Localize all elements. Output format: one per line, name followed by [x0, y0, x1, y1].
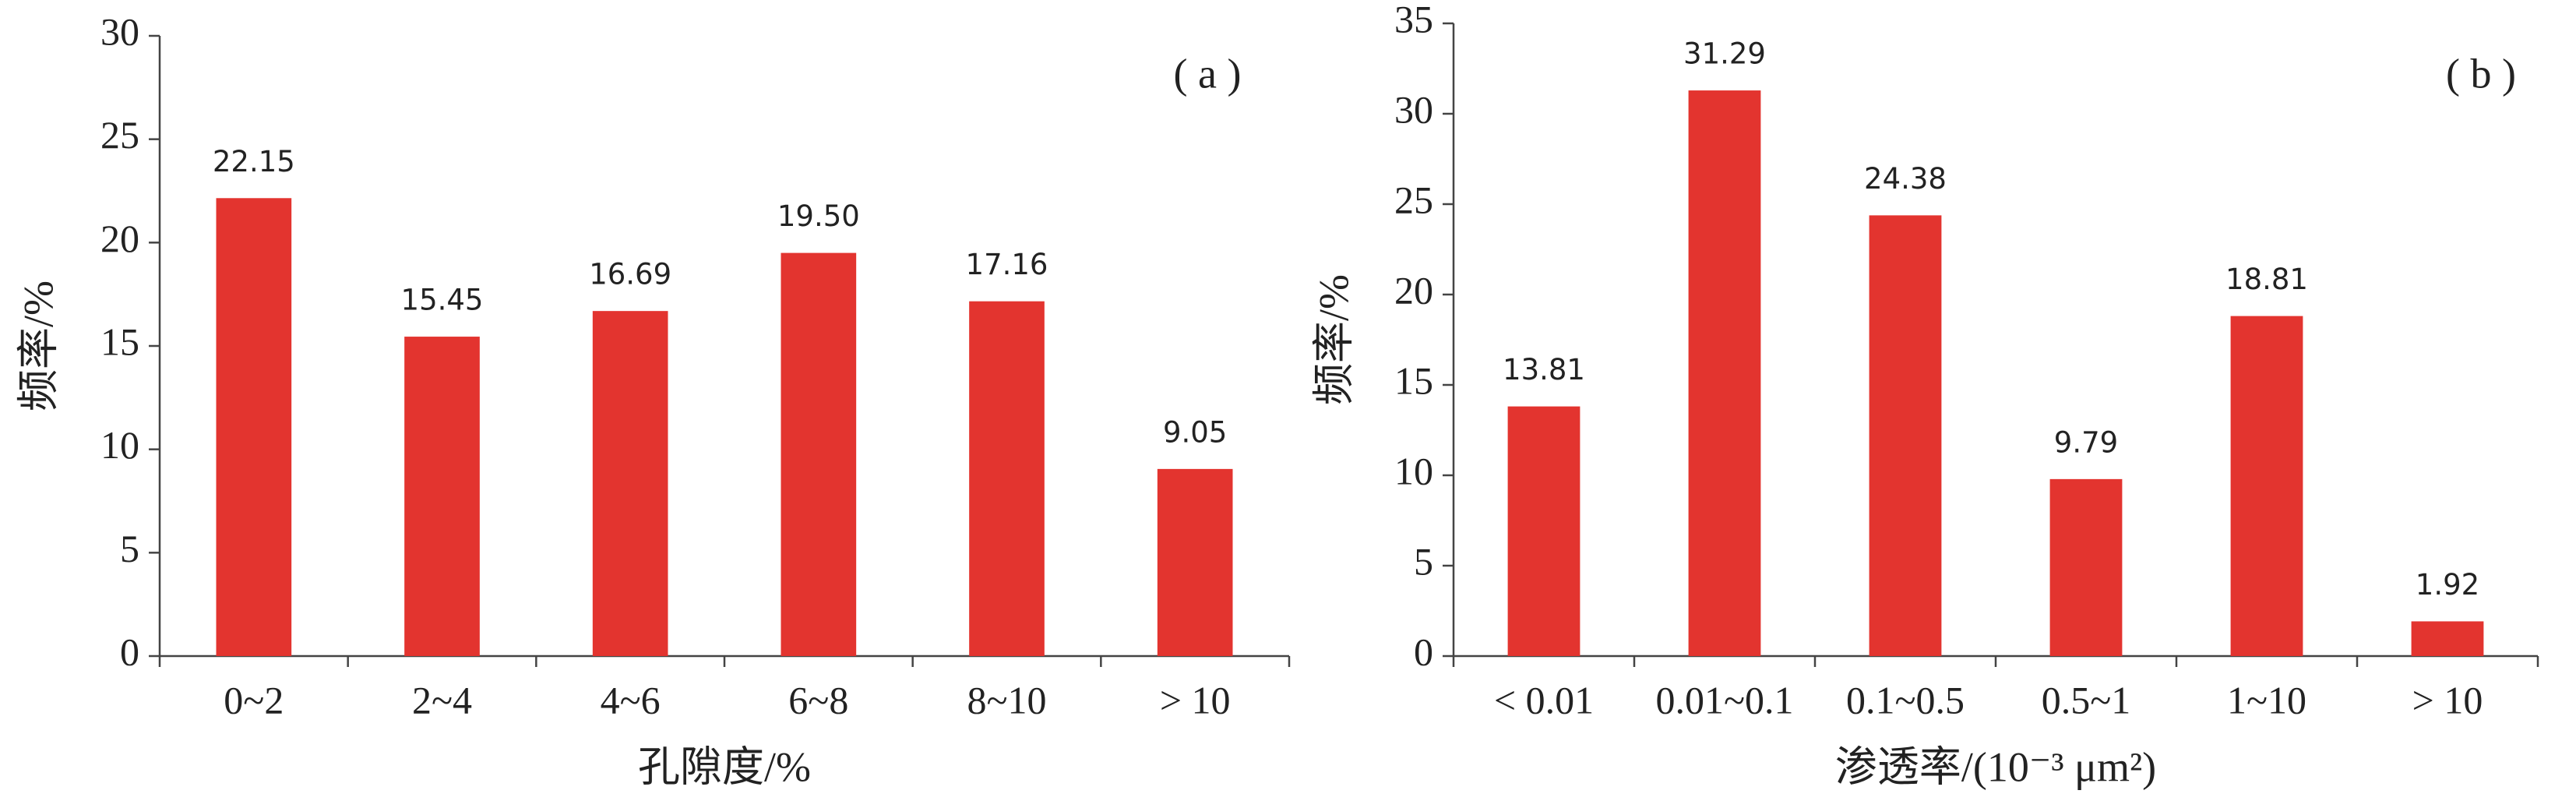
panel-label: ( b ) — [2446, 50, 2516, 97]
x-tick-label: 1~10 — [2227, 678, 2306, 722]
x-tick-label: 0~2 — [224, 678, 284, 722]
bar — [781, 252, 857, 657]
bar — [404, 337, 480, 656]
bar — [2049, 478, 2123, 656]
value-label: 18.81 — [2225, 263, 2308, 296]
x-tick-label: > 10 — [1160, 678, 1231, 722]
bar — [1507, 406, 1580, 656]
y-tick-label: 5 — [120, 527, 139, 570]
y-tick-label: 0 — [1414, 630, 1433, 673]
bar — [1157, 468, 1233, 656]
x-tick-label: 2~4 — [412, 678, 472, 722]
y-tick-label: 5 — [1414, 539, 1433, 583]
value-label: 9.05 — [1163, 415, 1227, 449]
value-label: 19.50 — [777, 199, 860, 233]
value-label: 17.16 — [966, 248, 1048, 281]
y-tick-label: 20 — [100, 217, 139, 260]
bar — [2411, 621, 2484, 656]
x-tick-label: 0.1~0.5 — [1846, 678, 1965, 722]
x-tick-label: 6~8 — [788, 678, 848, 722]
value-label: 15.45 — [401, 284, 484, 317]
bar — [969, 301, 1045, 656]
value-label: 13.81 — [1503, 353, 1585, 386]
y-tick-label: 20 — [1394, 268, 1433, 312]
value-label: 9.79 — [2054, 425, 2118, 459]
y-tick-label: 35 — [1394, 0, 1433, 41]
y-tick-label: 0 — [120, 630, 139, 673]
value-label: 16.69 — [589, 258, 671, 291]
x-axis-title: 渗透率/(10⁻³ μm²) — [1835, 743, 2156, 790]
y-tick-label: 30 — [100, 9, 139, 53]
x-tick-label: 4~6 — [601, 678, 661, 722]
y-tick-label: 10 — [1394, 449, 1433, 492]
y-axis-title: 频率/% — [1310, 274, 1357, 405]
bar — [216, 198, 292, 656]
value-label: 24.38 — [1864, 162, 1947, 196]
y-tick-label: 25 — [1394, 178, 1433, 221]
bar — [592, 311, 668, 656]
y-tick-label: 25 — [100, 113, 139, 157]
value-label: 22.15 — [213, 145, 295, 178]
bar — [1688, 90, 1761, 656]
x-tick-label: 0.5~1 — [2042, 678, 2131, 722]
value-label: 31.29 — [1683, 37, 1766, 71]
x-tick-label: 0.01~0.1 — [1655, 678, 1793, 722]
value-label: 1.92 — [2416, 568, 2479, 602]
x-tick-label: < 0.01 — [1494, 678, 1594, 722]
bar — [2230, 316, 2303, 656]
y-axis-title: 频率/% — [15, 281, 62, 411]
y-tick-label: 15 — [100, 319, 139, 363]
x-axis-title: 孔隙度/% — [638, 743, 811, 790]
x-tick-label: 8~10 — [967, 678, 1046, 722]
panel-label: ( a ) — [1174, 50, 1242, 97]
y-tick-label: 15 — [1394, 358, 1433, 402]
y-tick-label: 30 — [1394, 87, 1433, 131]
x-tick-label: > 10 — [2412, 678, 2483, 722]
bar — [1869, 215, 1942, 656]
y-tick-label: 10 — [100, 423, 139, 467]
